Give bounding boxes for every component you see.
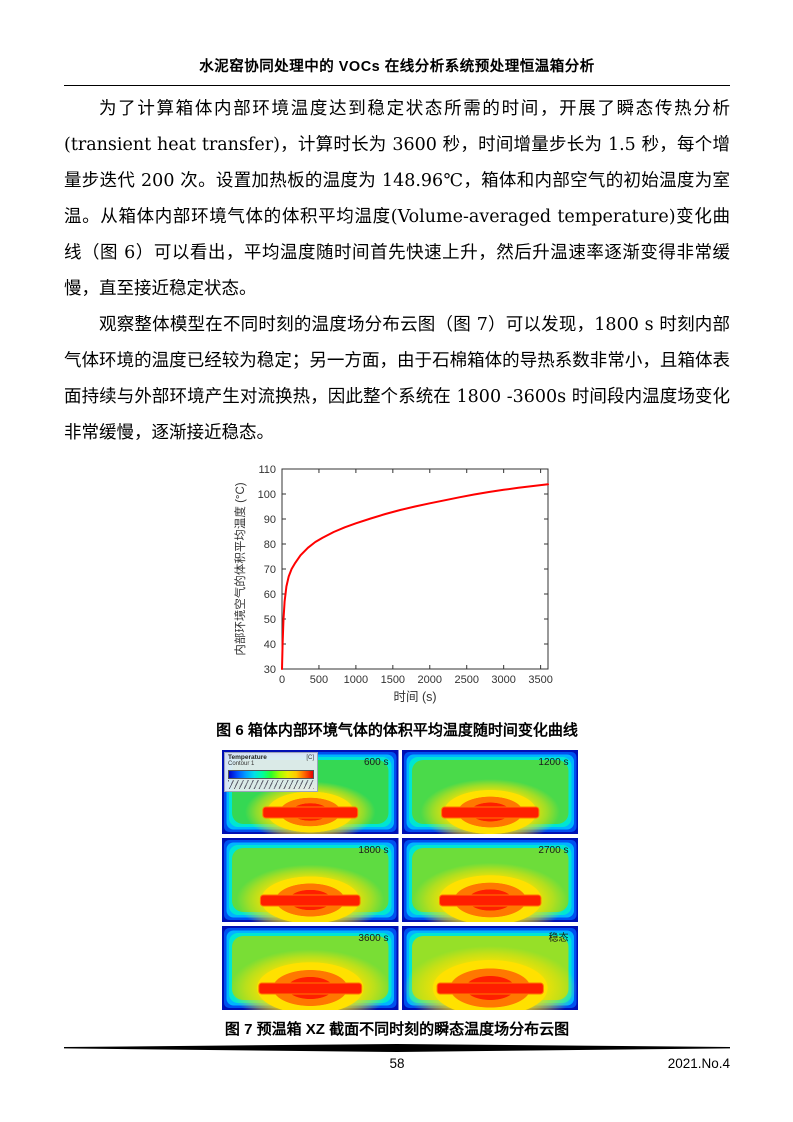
x-tick-label: 1500 [381,674,405,686]
y-tick-label: 100 [258,489,276,501]
figure7-caption: 图 7 预温箱 XZ 截面不同时刻的瞬态温度场分布云图 [224,1021,570,1038]
y-tick-label: 110 [258,464,276,476]
y-tick-label: 80 [264,539,276,551]
header-rule [64,85,730,86]
panel-time-label: 稳态 [548,931,568,944]
x-tick-label: 2000 [418,674,442,686]
temperature-contour: 1800 s [222,838,399,922]
body-text: 为了计算箱体内部环境温度达到稳定状态所需的时间，开展了瞬态传热分析 (trans… [64,91,730,451]
page-header: 水泥窑协同处理中的 VOCs 在线分析系统预处理恒温箱分析 [64,0,730,86]
y-tick-label: 40 [264,639,276,651]
x-tick-label: 0 [279,674,285,686]
contour-panel: 稳态 [401,926,578,1010]
footer-rule [64,1044,730,1052]
page-footer: 58 2021.No.4 [64,1044,730,1071]
colorbar-tick-labels [228,780,314,789]
panel-time-label: 2700 s [538,845,568,856]
plot-box [281,468,549,670]
paragraph-2: 观察整体模型在不同时刻的温度场分布云图（图 7）可以发现，1800 s 时刻内部… [64,315,730,443]
temperature-colorbar [228,770,314,779]
x-tick-label: 1000 [344,674,368,686]
heating-plate [440,806,539,819]
figure6-chart: 0 500 1000 1500 2000 2500 3000 3500 30 40 50 60 70 80… [214,459,570,711]
y-tick-label: 60 [264,589,276,601]
contour-panel: 1200 s [401,750,578,834]
legend-title: Temperature [228,754,267,761]
panel-time-label: 3600 s [358,933,388,944]
temperature-time-line-chart: 0 500 1000 1500 2000 2500 3000 3500 30 40 50 60 70 80… [233,464,553,704]
panel-time-label: 1800 s [358,845,388,856]
x-axis-label: 时间 (s) [393,690,436,704]
legend-subtitle: Contour 1 [C] [228,755,314,767]
heating-plate [436,982,544,995]
paragraph-1: 为了计算箱体内部环境温度达到稳定状态所需的时间，开展了瞬态传热分析 (trans… [64,99,730,299]
y-tick-label: 70 [264,564,276,576]
x-tick-label: 3000 [491,674,515,686]
heating-plate [438,894,541,907]
legend-unit: [C] [306,755,314,761]
contour-panel: 2700 s [401,838,578,922]
contour-panel: 3600 s [222,926,399,1010]
heating-plate [259,894,361,907]
temperature-curve [281,483,549,670]
running-title: 水泥窑协同处理中的 VOCs 在线分析系统预处理恒温箱分析 [199,59,595,75]
temperature-contour: 1200 s [401,750,578,834]
x-tick-label: 3500 [528,674,552,686]
panel-time-label: 600 s [364,757,389,768]
figure7-contour-grid: Temperature Contour 1 [C] [222,750,578,1010]
figure6-caption: 图 6 箱体内部环境气体的体积平均温度随时间变化曲线 [216,722,578,739]
heating-plate [258,982,363,995]
heating-plate [262,806,359,819]
issue-label: 2021.No.4 [667,1056,730,1071]
temperature-contour: 稳态 [401,926,578,1010]
x-tick-label: 500 [310,674,328,686]
y-axis-label: 内部环境空气的体积平均温度 (°C) [233,482,247,655]
contour-panel: 1800 s [222,838,399,922]
temperature-contour: 3600 s [222,926,399,1010]
panel-time-label: 1200 s [538,757,568,768]
y-tick-label: 30 [264,664,276,676]
page-number: 58 [389,1056,405,1071]
contour-legend: Temperature Contour 1 [C] [224,752,318,792]
y-tick-label: 90 [264,514,276,526]
x-tick-label: 2500 [454,674,478,686]
temperature-contour: 2700 s [401,838,578,922]
y-tick-label: 50 [264,614,276,626]
